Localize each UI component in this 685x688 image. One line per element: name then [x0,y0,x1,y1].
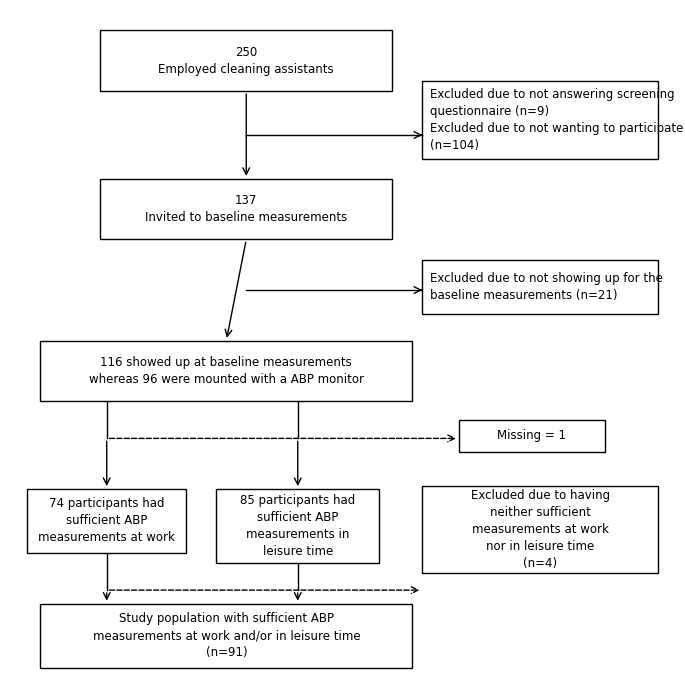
Bar [423,81,658,158]
Bar [423,260,658,314]
Bar [40,603,412,667]
Text: Excluded due to not answering screening
questionnaire (n=9)
Excluded due to not : Excluded due to not answering screening … [430,88,684,152]
Text: 74 participants had
sufficient ABP
measurements at work: 74 participants had sufficient ABP measu… [38,497,175,544]
Text: 250
Employed cleaning assistants: 250 Employed cleaning assistants [158,46,334,76]
Text: Excluded due to not showing up for the
baseline measurements (n=21): Excluded due to not showing up for the b… [430,272,663,302]
Text: 137
Invited to baseline measurements: 137 Invited to baseline measurements [145,194,347,224]
Text: 116 showed up at baseline measurements
whereas 96 were mounted with a ABP monito: 116 showed up at baseline measurements w… [89,356,364,386]
Bar [216,489,379,563]
Bar [100,179,393,239]
Text: Excluded due to having
neither sufficient
measurements at work
nor in leisure ti: Excluded due to having neither sufficien… [471,489,610,570]
Bar [40,341,412,401]
Bar [423,486,658,573]
Bar [459,420,605,452]
Text: 85 participants had
sufficient ABP
measurements in
leisure time: 85 participants had sufficient ABP measu… [240,494,356,558]
Bar [27,489,186,553]
Text: Missing = 1: Missing = 1 [497,429,566,442]
Text: Study population with sufficient ABP
measurements at work and/or in leisure time: Study population with sufficient ABP mea… [92,612,360,659]
Bar [100,30,393,91]
